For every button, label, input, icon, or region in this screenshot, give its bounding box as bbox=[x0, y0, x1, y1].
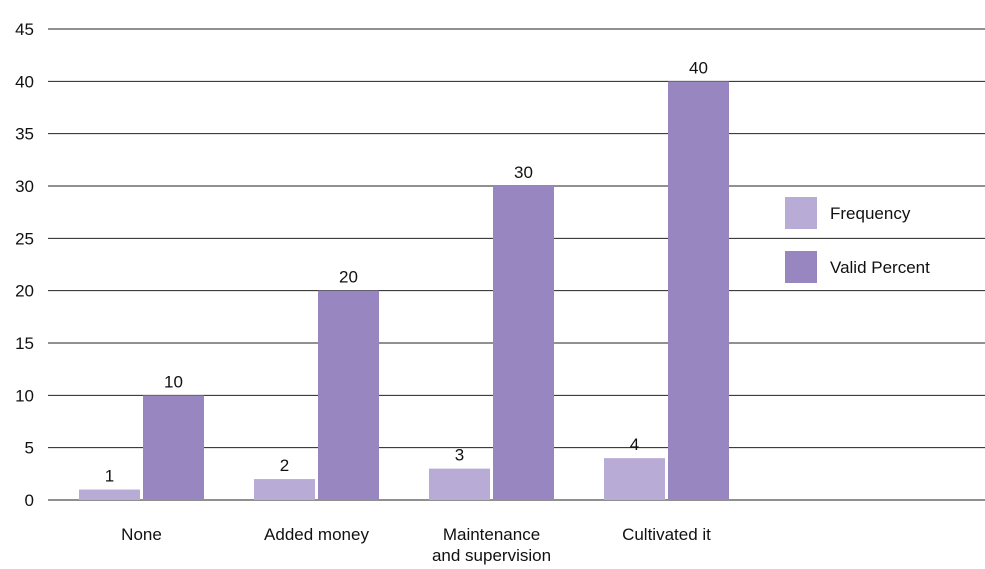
data-label: 30 bbox=[514, 163, 533, 182]
y-tick-label: 5 bbox=[25, 439, 34, 458]
data-labels: 1 10 2 20 3 30 4 40 bbox=[105, 58, 708, 485]
data-label: 1 bbox=[105, 467, 114, 486]
y-tick-label: 40 bbox=[15, 72, 34, 91]
legend-label: Valid Percent bbox=[830, 258, 930, 277]
y-tick-label: 25 bbox=[15, 229, 34, 248]
y-tick-label: 35 bbox=[15, 125, 34, 144]
bar bbox=[254, 479, 315, 500]
x-axis: None Added money Maintenance and supervisio… bbox=[121, 525, 711, 565]
y-tick-label: 0 bbox=[25, 491, 34, 510]
legend-swatch bbox=[785, 251, 817, 283]
bars bbox=[79, 81, 729, 500]
bar bbox=[668, 81, 729, 500]
bar bbox=[604, 458, 665, 500]
y-tick-label: 30 bbox=[15, 177, 34, 196]
bar bbox=[79, 489, 140, 500]
bar bbox=[429, 468, 490, 500]
x-tick-label: None bbox=[121, 525, 162, 544]
x-tick-label: Cultivated it bbox=[622, 525, 711, 544]
x-tick-label: Maintenance bbox=[443, 525, 540, 544]
legend-swatch bbox=[785, 197, 817, 229]
y-tick-label: 20 bbox=[15, 282, 34, 301]
data-label: 2 bbox=[280, 456, 289, 475]
y-axis: 0 5 10 15 20 25 30 35 40 45 bbox=[15, 20, 34, 510]
y-tick-label: 10 bbox=[15, 386, 34, 405]
data-label: 40 bbox=[689, 58, 708, 77]
y-tick-label: 15 bbox=[15, 334, 34, 353]
legend-label: Frequency bbox=[830, 204, 911, 223]
bar bbox=[318, 290, 379, 500]
data-label: 3 bbox=[455, 446, 464, 465]
bar bbox=[493, 186, 554, 500]
data-label: 4 bbox=[630, 435, 639, 454]
data-label: 10 bbox=[164, 372, 183, 391]
x-tick-label: Added money bbox=[264, 525, 369, 544]
legend: Frequency Valid Percent bbox=[785, 197, 930, 283]
data-label: 20 bbox=[339, 268, 358, 287]
y-tick-label: 45 bbox=[15, 20, 34, 39]
bar bbox=[143, 395, 204, 500]
x-tick-label: and supervision bbox=[432, 546, 551, 565]
